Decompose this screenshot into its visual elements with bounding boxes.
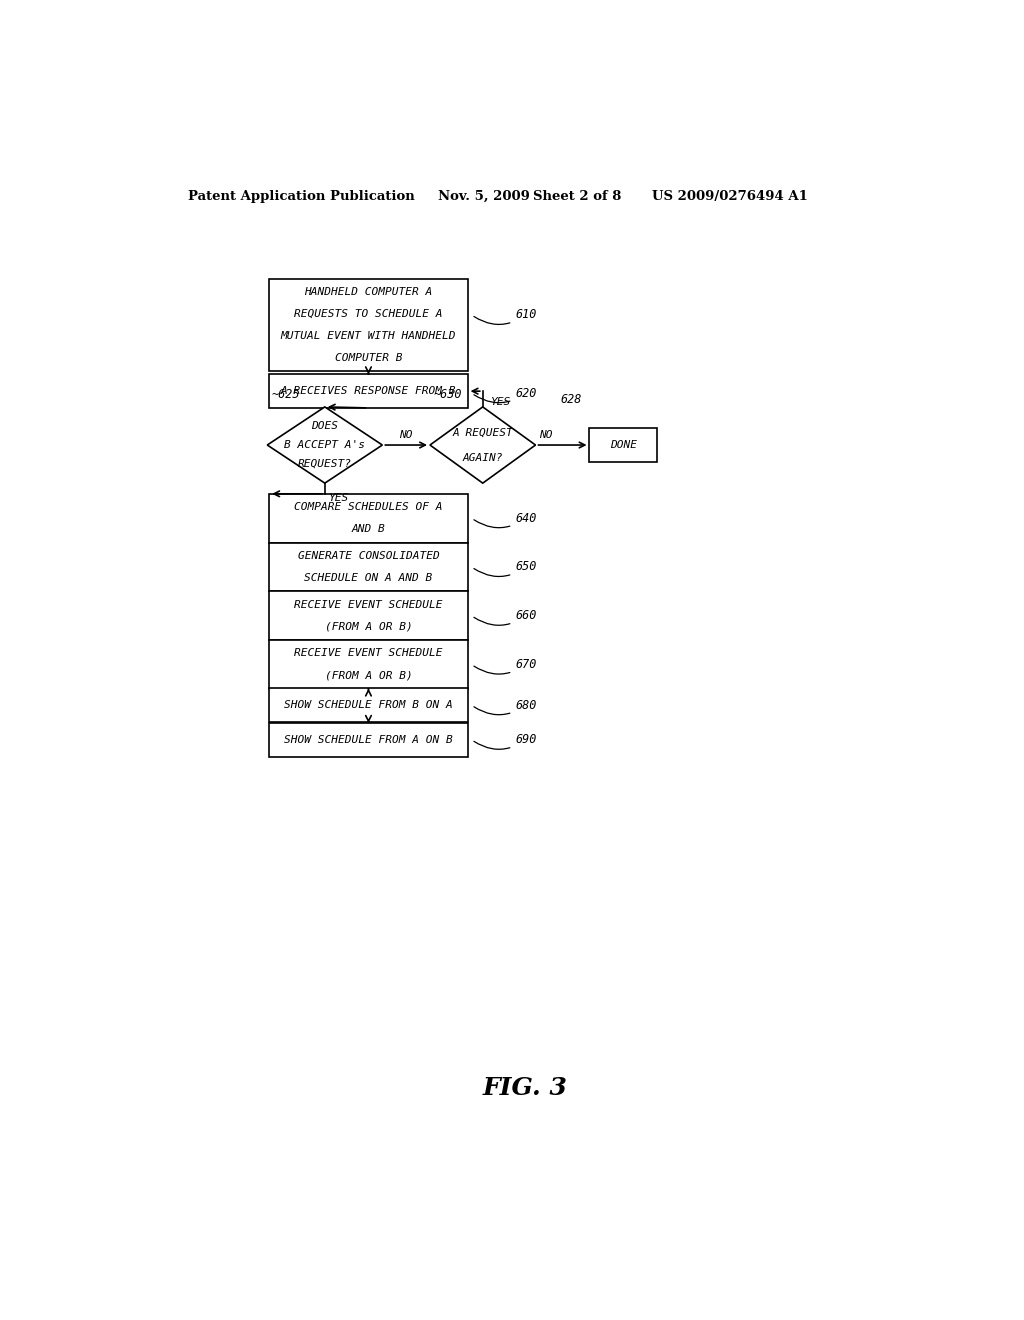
FancyBboxPatch shape <box>269 689 468 722</box>
Text: GENERATE CONSOLIDATED: GENERATE CONSOLIDATED <box>298 550 439 561</box>
FancyBboxPatch shape <box>269 280 468 371</box>
Text: AND B: AND B <box>351 524 385 535</box>
FancyBboxPatch shape <box>269 375 468 408</box>
Text: ~625: ~625 <box>271 388 300 401</box>
Text: FIG. 3: FIG. 3 <box>482 1076 567 1101</box>
FancyBboxPatch shape <box>590 428 657 462</box>
Text: DONE: DONE <box>609 440 637 450</box>
Text: (FROM A OR B): (FROM A OR B) <box>325 622 413 632</box>
Polygon shape <box>267 407 382 483</box>
Text: COMPUTER B: COMPUTER B <box>335 352 402 363</box>
Text: RECEIVE EVENT SCHEDULE: RECEIVE EVENT SCHEDULE <box>294 599 442 610</box>
Text: COMPARE SCHEDULES OF A: COMPARE SCHEDULES OF A <box>294 502 442 512</box>
Text: 620: 620 <box>474 387 537 403</box>
Text: DOES: DOES <box>311 421 338 430</box>
Text: 640: 640 <box>474 512 537 528</box>
Text: (FROM A OR B): (FROM A OR B) <box>325 671 413 681</box>
Text: NO: NO <box>399 430 413 440</box>
Text: ~630: ~630 <box>434 388 463 401</box>
FancyBboxPatch shape <box>269 591 468 640</box>
Text: Sheet 2 of 8: Sheet 2 of 8 <box>532 190 622 202</box>
Text: SHOW SCHEDULE FROM A ON B: SHOW SCHEDULE FROM A ON B <box>284 735 453 744</box>
Text: YES: YES <box>490 397 511 407</box>
Text: SCHEDULE ON A AND B: SCHEDULE ON A AND B <box>304 573 432 583</box>
Text: B ACCEPT A's: B ACCEPT A's <box>285 440 366 450</box>
Text: SHOW SCHEDULE FROM B ON A: SHOW SCHEDULE FROM B ON A <box>284 700 453 710</box>
Text: A REQUEST: A REQUEST <box>453 428 513 437</box>
Text: 670: 670 <box>474 659 537 675</box>
FancyBboxPatch shape <box>269 723 468 756</box>
Text: REQUEST?: REQUEST? <box>298 459 352 469</box>
Text: AGAIN?: AGAIN? <box>463 453 503 463</box>
FancyBboxPatch shape <box>269 543 468 591</box>
Text: 660: 660 <box>474 610 537 626</box>
Text: 628: 628 <box>560 393 582 407</box>
Text: Patent Application Publication: Patent Application Publication <box>187 190 415 202</box>
Text: RECEIVE EVENT SCHEDULE: RECEIVE EVENT SCHEDULE <box>294 648 442 659</box>
FancyBboxPatch shape <box>269 640 468 689</box>
Text: US 2009/0276494 A1: US 2009/0276494 A1 <box>652 190 808 202</box>
Text: REQUESTS TO SCHEDULE A: REQUESTS TO SCHEDULE A <box>294 309 442 319</box>
FancyBboxPatch shape <box>269 494 468 543</box>
Text: YES: YES <box>329 494 349 503</box>
Text: A RECEIVES RESPONSE FROM B: A RECEIVES RESPONSE FROM B <box>281 387 457 396</box>
Text: 680: 680 <box>474 698 537 714</box>
Text: MUTUAL EVENT WITH HANDHELD: MUTUAL EVENT WITH HANDHELD <box>281 331 457 341</box>
Text: 690: 690 <box>474 734 537 750</box>
Text: 610: 610 <box>474 309 537 325</box>
Polygon shape <box>430 407 536 483</box>
Text: HANDHELD COMPUTER A: HANDHELD COMPUTER A <box>304 288 432 297</box>
Text: 650: 650 <box>474 561 537 577</box>
Text: Nov. 5, 2009: Nov. 5, 2009 <box>437 190 529 202</box>
Text: NO: NO <box>540 430 553 440</box>
